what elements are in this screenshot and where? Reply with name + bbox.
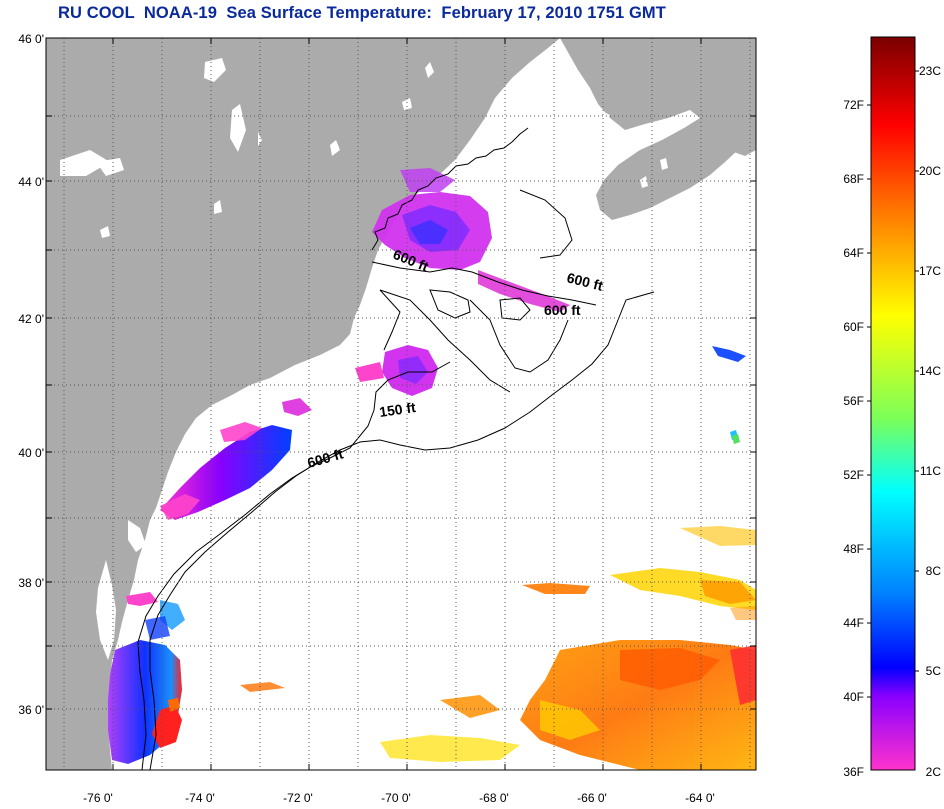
colorbar-f-52: 52F: [843, 468, 864, 482]
lat-label-44: 44 0': [18, 175, 44, 189]
frame-ticks: [46, 38, 756, 770]
sst-gulf-stream: [240, 526, 756, 770]
colorbar-c-8: 8C: [926, 564, 942, 578]
colorbar-f-40: 40F: [843, 690, 864, 704]
colorbar-f-60: 60F: [843, 320, 864, 334]
land-cape-breton: [715, 110, 756, 156]
colorbar-gradient: [870, 36, 916, 771]
land-us-mainland: [46, 38, 560, 770]
maine-coastline-detail: [371, 127, 529, 251]
sst-cape-cod: [355, 345, 438, 396]
lon-label-68: -68 0': [479, 791, 509, 805]
land-canada-maritimes: [560, 38, 756, 220]
colorbar-f-68: 68F: [843, 172, 864, 186]
depth-label-georges-bank: 600 ft: [544, 302, 581, 318]
colorbar-c-5: 5C: [926, 664, 942, 678]
bathymetry-contours: [137, 189, 655, 770]
colorbar-c-2: 2C: [926, 765, 942, 779]
bay-of-fundy: [548, 105, 610, 160]
colorbar-f-48: 48F: [843, 542, 864, 556]
map-title: RU COOL NOAA-19 Sea Surface Temperature:…: [58, 4, 666, 22]
colorbar-f-44: 44F: [843, 616, 864, 630]
colorbar-c-17: 17C: [919, 264, 941, 278]
lon-label-64: -64 0': [685, 791, 715, 805]
colorbar-f-36: 36F: [843, 765, 864, 779]
colorbar-c-11: 11C: [920, 464, 941, 478]
chesapeake-bay: [96, 560, 116, 660]
lon-label-70: -70 0': [381, 791, 411, 805]
colorbar-c-14: 14C: [919, 364, 941, 378]
lon-label-74: -74 0': [185, 791, 215, 805]
colorbar-f-64: 64F: [843, 246, 864, 260]
lat-label-42: 42 0': [18, 312, 44, 326]
delaware-bay: [128, 520, 146, 552]
depth-label-nantucket: 150 ft: [378, 399, 417, 420]
colorbar: 72F 68F 64F 60F 56F 52F 48F 44F 40F 36F …: [843, 36, 942, 779]
colorbar-c-23: 23C: [919, 64, 941, 78]
map-frame: [45, 37, 757, 771]
lat-label-46: 46 0': [18, 32, 44, 46]
lon-label-66: -66 0': [577, 791, 607, 805]
sst-hatteras: [108, 592, 185, 764]
colorbar-f-56: 56F: [843, 394, 864, 408]
lat-label-38: 38 0': [18, 576, 44, 590]
colorbar-c-20: 20C: [919, 164, 941, 178]
map-panel[interactable]: 600 ft 600 ft 600 ft 150 ft 600 ft: [46, 38, 756, 770]
sst-offshore-spots: [712, 346, 746, 444]
lat-label-36: 36 0': [18, 703, 44, 717]
colorbar-f-72: 72F: [843, 98, 864, 112]
lat-label-40: 40 0': [18, 446, 44, 460]
lon-label-76: -76 0': [83, 791, 113, 805]
sst-new-jersey-shelf: [160, 398, 312, 520]
lon-label-72: -72 0': [283, 791, 313, 805]
